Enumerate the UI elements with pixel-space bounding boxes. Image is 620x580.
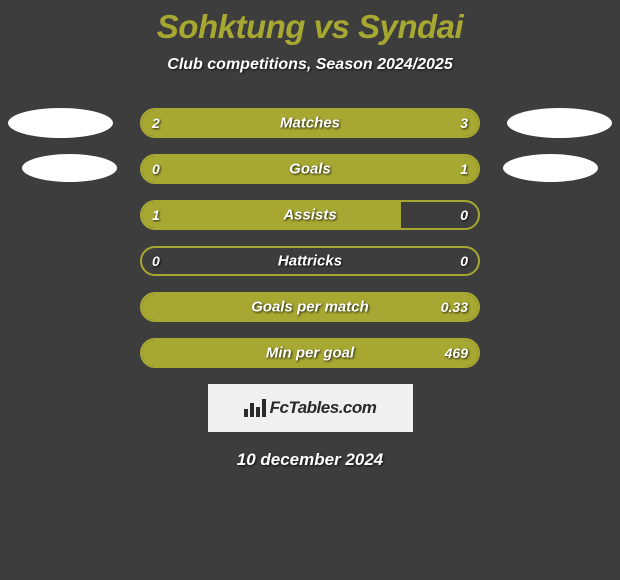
- stat-row-goals: 0 Goals 1: [140, 154, 480, 184]
- stat-value-right: 469: [445, 345, 468, 361]
- stat-label: Matches: [142, 115, 478, 132]
- team-logo-left-1: [8, 108, 113, 138]
- stat-label: Goals per match: [142, 299, 478, 316]
- stats-container: 2 Matches 3 0 Goals 1 1 Assists 0 0 Hatt…: [0, 108, 620, 368]
- team-logo-right-1: [507, 108, 612, 138]
- stat-row-matches: 2 Matches 3: [140, 108, 480, 138]
- stat-value-right: 0: [460, 253, 468, 269]
- fctables-badge[interactable]: FcTables.com: [208, 384, 413, 432]
- stat-label: Goals: [142, 161, 478, 178]
- chart-icon: [244, 399, 266, 417]
- page-subtitle: Club competitions, Season 2024/2025: [0, 56, 620, 74]
- stat-row-goals-per-match: Goals per match 0.33: [140, 292, 480, 322]
- page-title: Sohktung vs Syndai: [0, 0, 620, 46]
- stat-label: Min per goal: [142, 345, 478, 362]
- team-logo-left-2: [22, 154, 117, 182]
- stat-label: Assists: [142, 207, 478, 224]
- stat-value-right: 3: [460, 115, 468, 131]
- stat-row-assists: 1 Assists 0: [140, 200, 480, 230]
- date-text: 10 december 2024: [0, 450, 620, 470]
- team-logo-right-2: [503, 154, 598, 182]
- stat-row-min-per-goal: Min per goal 469: [140, 338, 480, 368]
- stat-value-right: 0: [460, 207, 468, 223]
- stat-row-hattricks: 0 Hattricks 0: [140, 246, 480, 276]
- stat-label: Hattricks: [142, 253, 478, 270]
- stat-value-right: 0.33: [441, 299, 468, 315]
- badge-text: FcTables.com: [270, 398, 377, 418]
- stat-value-right: 1: [460, 161, 468, 177]
